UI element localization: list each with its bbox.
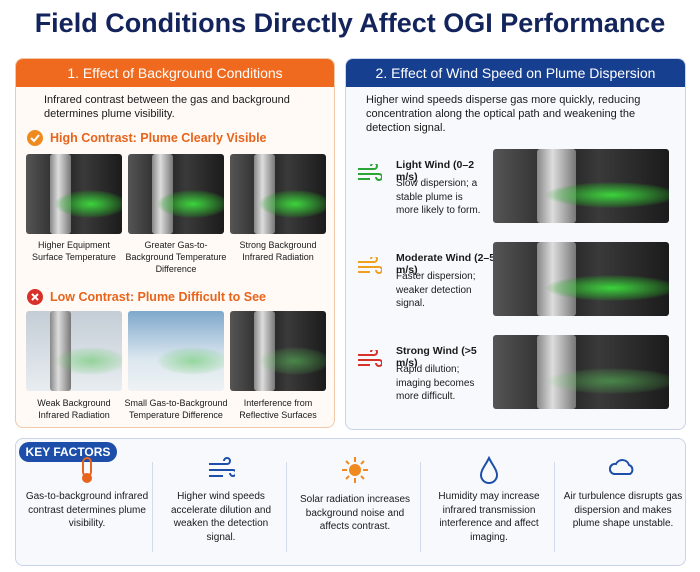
- title: Field Conditions Directly Affect OGI Per…: [34, 8, 666, 38]
- thermal-image: [26, 154, 122, 234]
- plume: [545, 368, 669, 395]
- x-icon: [27, 289, 43, 305]
- wind-title: Moderate Wind (2–5 m/s): [396, 252, 496, 276]
- caption: Weak Background Infrared Radiation: [37, 398, 111, 420]
- thermal-image: [493, 335, 669, 409]
- subheading: Low Contrast: Plume Difficult to See: [50, 290, 266, 304]
- factor-text: Gas-to-background infrared contrast dete…: [25, 491, 149, 529]
- thermal-image: [26, 311, 122, 391]
- subheading: High Contrast: Plume Clearly Visible: [50, 131, 267, 145]
- plume: [258, 190, 326, 218]
- caption: Strong Background Infrared Radiation: [239, 240, 317, 262]
- divider: [420, 462, 421, 552]
- key-factors-panel: [15, 438, 686, 566]
- panel-heading: 2. Effect of Wind Speed on Plume Dispers…: [346, 59, 685, 87]
- caption: Higher Equipment Surface Temperature: [32, 240, 116, 262]
- factor-text: Air turbulence disrupts gas dispersion a…: [563, 491, 683, 529]
- background-panel: 1. Effect of Background Conditions Infra…: [15, 58, 335, 428]
- factor-icon: [209, 457, 235, 477]
- factor-icon: [342, 457, 368, 483]
- plume: [54, 190, 122, 218]
- wind-text: Slow dispersion; a stable plume is more …: [396, 178, 481, 216]
- caption: Greater Gas-to-Background Temperature Di…: [125, 240, 227, 274]
- plume: [54, 347, 122, 375]
- thermal-image: [230, 154, 326, 234]
- factor-text: Higher wind speeds accelerate dilution a…: [170, 491, 272, 543]
- intro: Infrared contrast between the gas and ba…: [44, 94, 290, 120]
- divider: [286, 462, 287, 552]
- thermal-image: [493, 242, 669, 316]
- wind-icon: [358, 164, 382, 181]
- wind-panel: 2. Effect of Wind Speed on Plume Dispers…: [345, 58, 686, 430]
- factor-text: Solar radiation increases background noi…: [299, 494, 411, 532]
- panel-heading: 1. Effect of Background Conditions: [16, 59, 334, 87]
- caption: Interference from Reflective Surfaces: [239, 398, 317, 420]
- divider: [152, 462, 153, 552]
- wind-icon: [358, 350, 382, 367]
- wind-title: Light Wind (0–2 m/s): [396, 159, 475, 183]
- thermal-image: [128, 311, 224, 391]
- plume: [156, 347, 224, 375]
- thermal-image: [230, 311, 326, 391]
- factor-text: Humidity may increase infrared transmiss…: [438, 491, 540, 543]
- wind-text: Rapid dilution; imaging becomes more dif…: [396, 364, 475, 402]
- key-factors-label: KEY FACTORS: [19, 442, 117, 462]
- factor-icon: [82, 457, 92, 483]
- factor-icon: [609, 459, 634, 475]
- intro: Higher wind speeds disperse gas more qui…: [366, 94, 641, 134]
- wind-title: Strong Wind (>5 m/s): [396, 345, 477, 369]
- plume: [545, 182, 669, 209]
- plume: [156, 190, 224, 218]
- factor-icon: [479, 456, 499, 484]
- thermal-image: [493, 149, 669, 223]
- plume: [545, 275, 669, 302]
- thermal-image: [128, 154, 224, 234]
- check-icon: [27, 130, 43, 146]
- wind-icon: [358, 257, 382, 274]
- wind-text: Faster dispersion; weaker detection sign…: [396, 271, 476, 309]
- caption: Small Gas-to-Background Temperature Diff…: [124, 398, 228, 420]
- plume: [258, 347, 326, 375]
- divider: [554, 462, 555, 552]
